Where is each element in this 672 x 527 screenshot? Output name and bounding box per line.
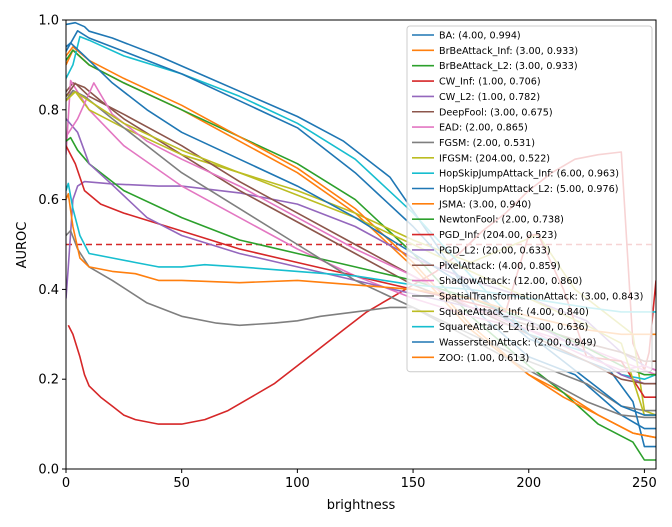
- legend-label: ShadowAttack: (12.00, 0.860): [439, 276, 582, 287]
- x-tick-label: 0: [62, 476, 70, 491]
- legend-label: DeepFool: (3.00, 0.675): [439, 107, 553, 118]
- legend-label: PGD_L2: (20.00, 0.633): [439, 245, 551, 256]
- legend-label: WassersteinAttack: (2.00, 0.949): [439, 338, 596, 349]
- x-tick-label: 100: [285, 476, 310, 491]
- legend-box: [406, 25, 653, 373]
- legend-label: BrBeAttack_Inf: (3.00, 0.933): [439, 46, 578, 57]
- y-tick-label: 0.8: [38, 103, 59, 118]
- y-tick-label: 0.4: [38, 283, 59, 298]
- legend-label: JSMA: (3.00, 0.940): [438, 199, 531, 210]
- legend-label: PixelAttack: (4.00, 0.859): [439, 261, 561, 272]
- y-tick-label: 0.6: [38, 193, 59, 208]
- axes-layer: 0 50 100 150 200 250 0.0 0.2 0.4 0.6 0.8 1.0: [38, 14, 657, 492]
- legend-label: EAD: (2.00, 0.865): [439, 123, 528, 134]
- legend-label: SquareAttack_L2: (1.00, 0.636): [439, 322, 588, 333]
- y-tick-label: 1.0: [38, 14, 59, 29]
- legend-label: CW_Inf: (1.00, 0.706): [439, 77, 541, 88]
- legend-label: NewtonFool: (2.00, 0.738): [439, 215, 564, 226]
- series-line-pixelattack: [66, 82, 656, 385]
- legend-label: FGSM: (2.00, 0.531): [439, 138, 535, 149]
- legend-label: BA: (4.00, 0.994): [439, 31, 521, 42]
- legend-label: BrBeAttack_L2: (3.00, 0.933): [439, 61, 578, 72]
- x-axis-label: brightness: [327, 498, 396, 513]
- series-line-hopskipjumpattack-l2: [66, 29, 656, 448]
- x-tick-label: 150: [401, 476, 426, 491]
- x-tick-label: 200: [516, 476, 541, 491]
- legend-label: HopSkipJumpAttack_Inf: (6.00, 0.963): [439, 169, 619, 180]
- x-tick-label: 250: [632, 476, 657, 491]
- y-tick-label: 0.2: [38, 373, 59, 388]
- series-line-fgsm: [66, 229, 656, 419]
- legend-label: HopSkipJumpAttack_L2: (5.00, 0.976): [439, 184, 619, 195]
- plot-frame: [65, 19, 657, 470]
- legend-label: SpatialTransformationAttack: (3.00, 0.84…: [439, 291, 643, 302]
- legend-label: ZOO: (1.00, 0.613): [439, 353, 529, 364]
- legend: BA: (4.00, 0.994) BrBeAttack_Inf: (3.00, …: [406, 25, 653, 373]
- y-axis-label: AUROC: [15, 222, 30, 269]
- series-line-wassersteinattack: [66, 42, 656, 416]
- legend-label: PGD_Inf: (204.00, 0.523): [439, 230, 557, 241]
- y-tick-label: 0.0: [38, 463, 59, 478]
- legend-label: CW_L2: (1.00, 0.782): [439, 92, 540, 103]
- legend-label: SquareAttack_Inf: (4.00, 0.840): [439, 307, 589, 318]
- series-line-jsma: [66, 46, 656, 439]
- x-tick-label: 50: [173, 476, 190, 491]
- legend-label: IFGSM: (204.00, 0.522): [439, 153, 550, 164]
